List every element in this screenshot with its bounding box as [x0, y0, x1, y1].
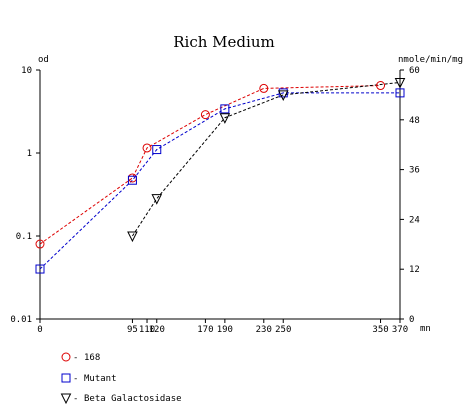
legend-dash: -: [73, 353, 78, 363]
legend-dash: -: [73, 374, 78, 384]
x-tick-label: 110: [139, 325, 155, 335]
data-point-beta-galactosidase: [151, 194, 163, 205]
x-tick-label: 120: [149, 325, 165, 335]
legend-label-beta-galactosidase: Beta Galactosidase: [84, 394, 182, 404]
y-left-tick-label: 1: [27, 149, 32, 159]
data-point-mutant: [395, 88, 405, 98]
data-point-168: [200, 110, 210, 120]
legend: -168- Mutant- Beta Galactosidase: [60, 352, 182, 405]
data-point-168: [35, 239, 45, 249]
x-tick-label: 0: [37, 325, 42, 335]
data-point-beta-galactosidase: [127, 231, 138, 243]
x-tick-label: 370: [392, 325, 408, 335]
x-axis-label: mn: [420, 324, 431, 334]
x-tick-label: 350: [372, 325, 388, 335]
series-markers-layer: [35, 77, 406, 274]
series-line-beta-galactosidase: [132, 81, 401, 237]
legend-label-168: 168: [84, 353, 100, 363]
series-line-168: [39, 85, 381, 245]
legend-marker-168: [61, 352, 71, 362]
legend-marker-mutant: [61, 373, 71, 383]
y-left-axis-label: od: [38, 55, 49, 65]
y-right-tick-label: 36: [409, 166, 420, 176]
data-point-mutant: [152, 145, 162, 155]
x-tick-label: 190: [217, 325, 233, 335]
data-point-mutant: [127, 175, 137, 185]
data-point-168: [259, 83, 269, 93]
x-tick-label: 230: [256, 325, 272, 335]
series-line-mutant: [39, 92, 400, 270]
x-tick-label: 250: [275, 325, 291, 335]
data-point-mutant: [220, 104, 230, 114]
data-point-beta-galactosidase: [394, 77, 406, 89]
y-right-tick-label: 48: [409, 116, 420, 126]
y-left-tick-label: 0.1: [16, 232, 32, 242]
y-right-axis-label: nmole/min/mg: [398, 55, 463, 65]
y-right-tick-label: 60: [409, 66, 420, 76]
legend-label-mutant: Mutant: [84, 374, 117, 384]
data-point-168: [142, 143, 152, 153]
y-left-tick-label: 10: [21, 66, 32, 76]
legend-dash: -: [73, 394, 78, 404]
y-right-tick-label: 24: [409, 215, 420, 225]
chart-title: Rich Medium: [173, 33, 274, 51]
data-point-168: [376, 81, 386, 91]
y-left-tick-label: 0.01: [10, 315, 32, 325]
series-lines-layer: [39, 81, 401, 270]
x-tick-label: 170: [197, 325, 213, 335]
y-right-tick-label: 0: [409, 315, 414, 325]
legend-marker-beta-galactosidase: [60, 393, 72, 405]
data-point-mutant: [35, 264, 45, 274]
y-right-tick-label: 12: [409, 265, 420, 275]
x-tick-label: 95: [127, 325, 138, 335]
data-point-beta-galactosidase: [219, 113, 231, 124]
data-point-beta-galactosidase: [277, 90, 289, 102]
